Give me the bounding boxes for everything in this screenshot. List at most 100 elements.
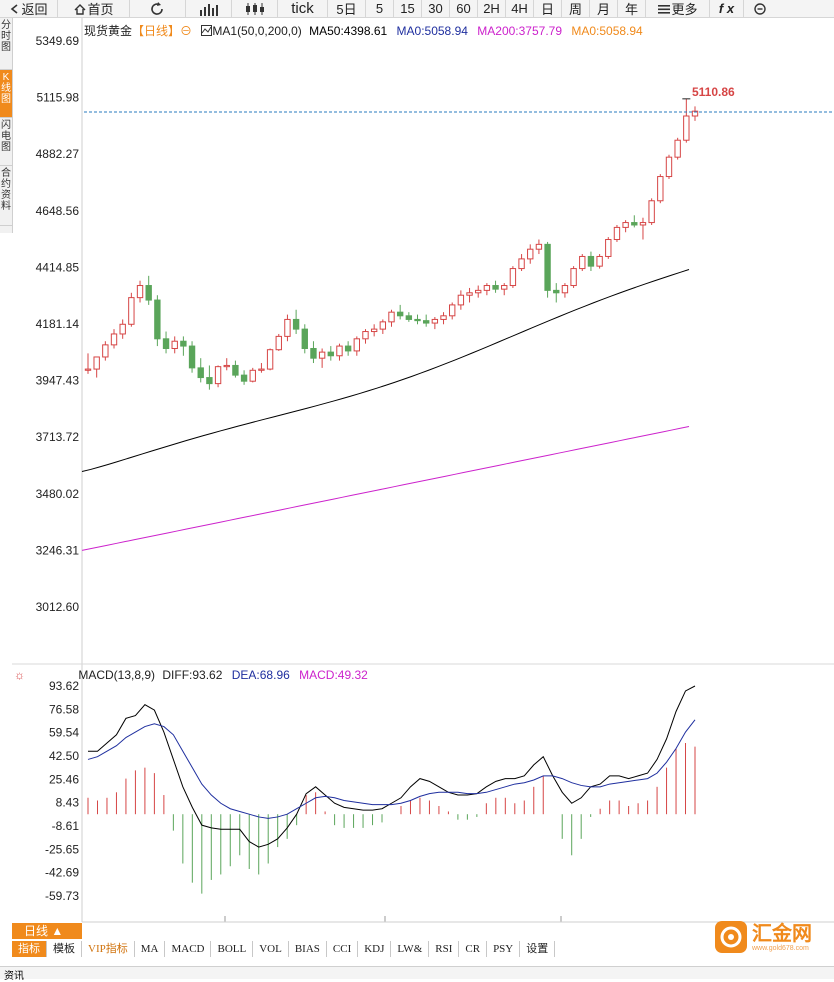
home-button[interactable]: 首页	[58, 0, 130, 17]
price-tick-label: 3947.43	[36, 374, 80, 388]
logo-url: www.gold678.com	[752, 944, 809, 952]
period-week[interactable]: 周	[562, 0, 590, 17]
indicator-tabs: 指标 模板 VIP指标 MA MACD BOLL VOL BIAS CCI KD…	[12, 941, 556, 957]
period-month[interactable]: 月	[590, 0, 618, 17]
status-news-label[interactable]: 资讯	[4, 971, 24, 982]
candle-type-button[interactable]	[232, 0, 278, 17]
tab-ma[interactable]: MA	[135, 941, 166, 957]
logo-icon	[715, 921, 747, 953]
price-tick-label: 4648.56	[36, 204, 80, 218]
period-15m[interactable]: 15	[394, 0, 422, 17]
period-2h[interactable]: 2H	[478, 0, 506, 17]
tab-psy[interactable]: PSY	[487, 941, 521, 957]
candle-body	[405, 315, 413, 320]
price-tick-label: 3012.60	[36, 600, 80, 614]
tab-kdj[interactable]: KDJ	[358, 941, 392, 957]
period-60m[interactable]: 60	[450, 0, 478, 17]
candlestick-icon	[245, 2, 264, 15]
refresh-icon	[150, 1, 163, 15]
back-button[interactable]: 返回	[0, 0, 58, 17]
ma50-line	[81, 269, 690, 473]
candle-body	[457, 294, 465, 306]
candle-body	[370, 328, 378, 333]
candle-body	[275, 335, 282, 351]
macd-diff-line	[88, 685, 696, 848]
tab-kline[interactable]: K线图	[0, 70, 12, 118]
candle-body	[206, 377, 213, 385]
settings-gear-icon[interactable]: ⊖	[180, 24, 193, 38]
candle-body	[119, 323, 126, 335]
macd-diff: DIFF:93.62	[162, 668, 223, 682]
kline-chart[interactable]: 5349.69 5115.98 4882.27 4648.56 4414.85 4181.…	[0, 18, 834, 923]
tab-templates[interactable]: 模板	[47, 941, 82, 957]
candle-body	[475, 289, 482, 294]
candle-body	[84, 368, 92, 371]
candle-body	[310, 347, 317, 359]
tab-cci[interactable]: CCI	[327, 941, 359, 957]
macd-settings-icon[interactable]: ☼	[14, 668, 25, 682]
ma-indicator-label[interactable]: MA1(50,0,200,0)	[201, 24, 305, 38]
candle-body	[527, 248, 534, 260]
refresh-button[interactable]	[130, 0, 186, 17]
more-button[interactable]: 更多	[646, 0, 710, 17]
period-30m[interactable]: 30	[422, 0, 450, 17]
tab-indicators[interactable]: 指标	[12, 941, 47, 957]
tab-cr[interactable]: CR	[459, 941, 488, 957]
tab-flash-chart[interactable]: 闪电图	[0, 118, 12, 166]
candle-body	[102, 344, 109, 358]
tab-contract-info[interactable]: 合约资料	[0, 166, 12, 226]
tab-timeshare[interactable]: 分时图	[0, 18, 12, 70]
macd-tick-label: -25.65	[45, 842, 79, 856]
price-tick-label: 4181.14	[36, 317, 80, 331]
left-tab-bar: 分时图 K线图 闪电图 合约资料	[0, 18, 13, 233]
tab-boll[interactable]: BOLL	[211, 941, 254, 957]
back-label: 返回	[21, 2, 48, 17]
formula-button[interactable]: f x	[710, 0, 744, 17]
candle-body	[292, 318, 300, 330]
candle-body	[683, 115, 690, 141]
macd-tick-label: 8.43	[56, 796, 80, 810]
candle-body	[613, 226, 621, 241]
candle-body	[674, 139, 681, 158]
period-year[interactable]: 年	[618, 0, 646, 17]
period-4h[interactable]: 4H	[506, 0, 534, 17]
ma200-value: MA200:3757.79	[477, 24, 562, 38]
macd-params: MACD(13,8,9)	[78, 668, 156, 682]
gold678-logo: 汇金网 www.gold678.com	[714, 920, 812, 954]
price-tick-label: 3246.31	[36, 543, 80, 557]
tab-vol[interactable]: VOL	[253, 941, 289, 957]
tab-lw[interactable]: LW&	[391, 941, 430, 957]
candle-body	[362, 331, 369, 340]
candle-body	[128, 297, 135, 325]
tab-vip-indicators[interactable]: VIP指标	[82, 941, 135, 957]
period-5m[interactable]: 5	[366, 0, 394, 17]
price-tick-label: 5115.98	[37, 91, 80, 105]
tick-button[interactable]: tick	[278, 0, 328, 17]
zoom-out-button[interactable]	[744, 0, 778, 17]
macd-tick-label: 42.50	[49, 749, 79, 763]
candle-body	[535, 243, 543, 250]
candle-body	[622, 222, 629, 228]
period-selector-button[interactable]: 日线 ▲	[12, 923, 82, 939]
back-arrow-icon	[11, 3, 18, 14]
candle-body	[388, 311, 395, 323]
candle-body	[631, 222, 638, 226]
period-day[interactable]: 日	[534, 0, 562, 17]
candle-body	[501, 285, 508, 290]
candle-body	[93, 356, 100, 370]
period-5d[interactable]: 5日	[328, 0, 366, 17]
price-tick-label: 3480.02	[36, 487, 80, 501]
candle-body	[466, 292, 473, 296]
bar-chart-icon	[199, 3, 218, 16]
candle-body	[327, 351, 334, 357]
tab-settings[interactable]: 设置	[520, 941, 556, 957]
indicator-icon	[201, 25, 213, 36]
candle-body	[648, 200, 655, 224]
tab-macd[interactable]: MACD	[165, 941, 212, 957]
tab-rsi[interactable]: RSI	[429, 941, 460, 957]
candle-body	[197, 367, 204, 379]
tab-bias[interactable]: BIAS	[289, 941, 327, 957]
chart-type-button[interactable]	[186, 0, 232, 17]
macd-tick-label: 59.54	[49, 726, 79, 740]
price-tick-label: 4882.27	[36, 147, 80, 161]
